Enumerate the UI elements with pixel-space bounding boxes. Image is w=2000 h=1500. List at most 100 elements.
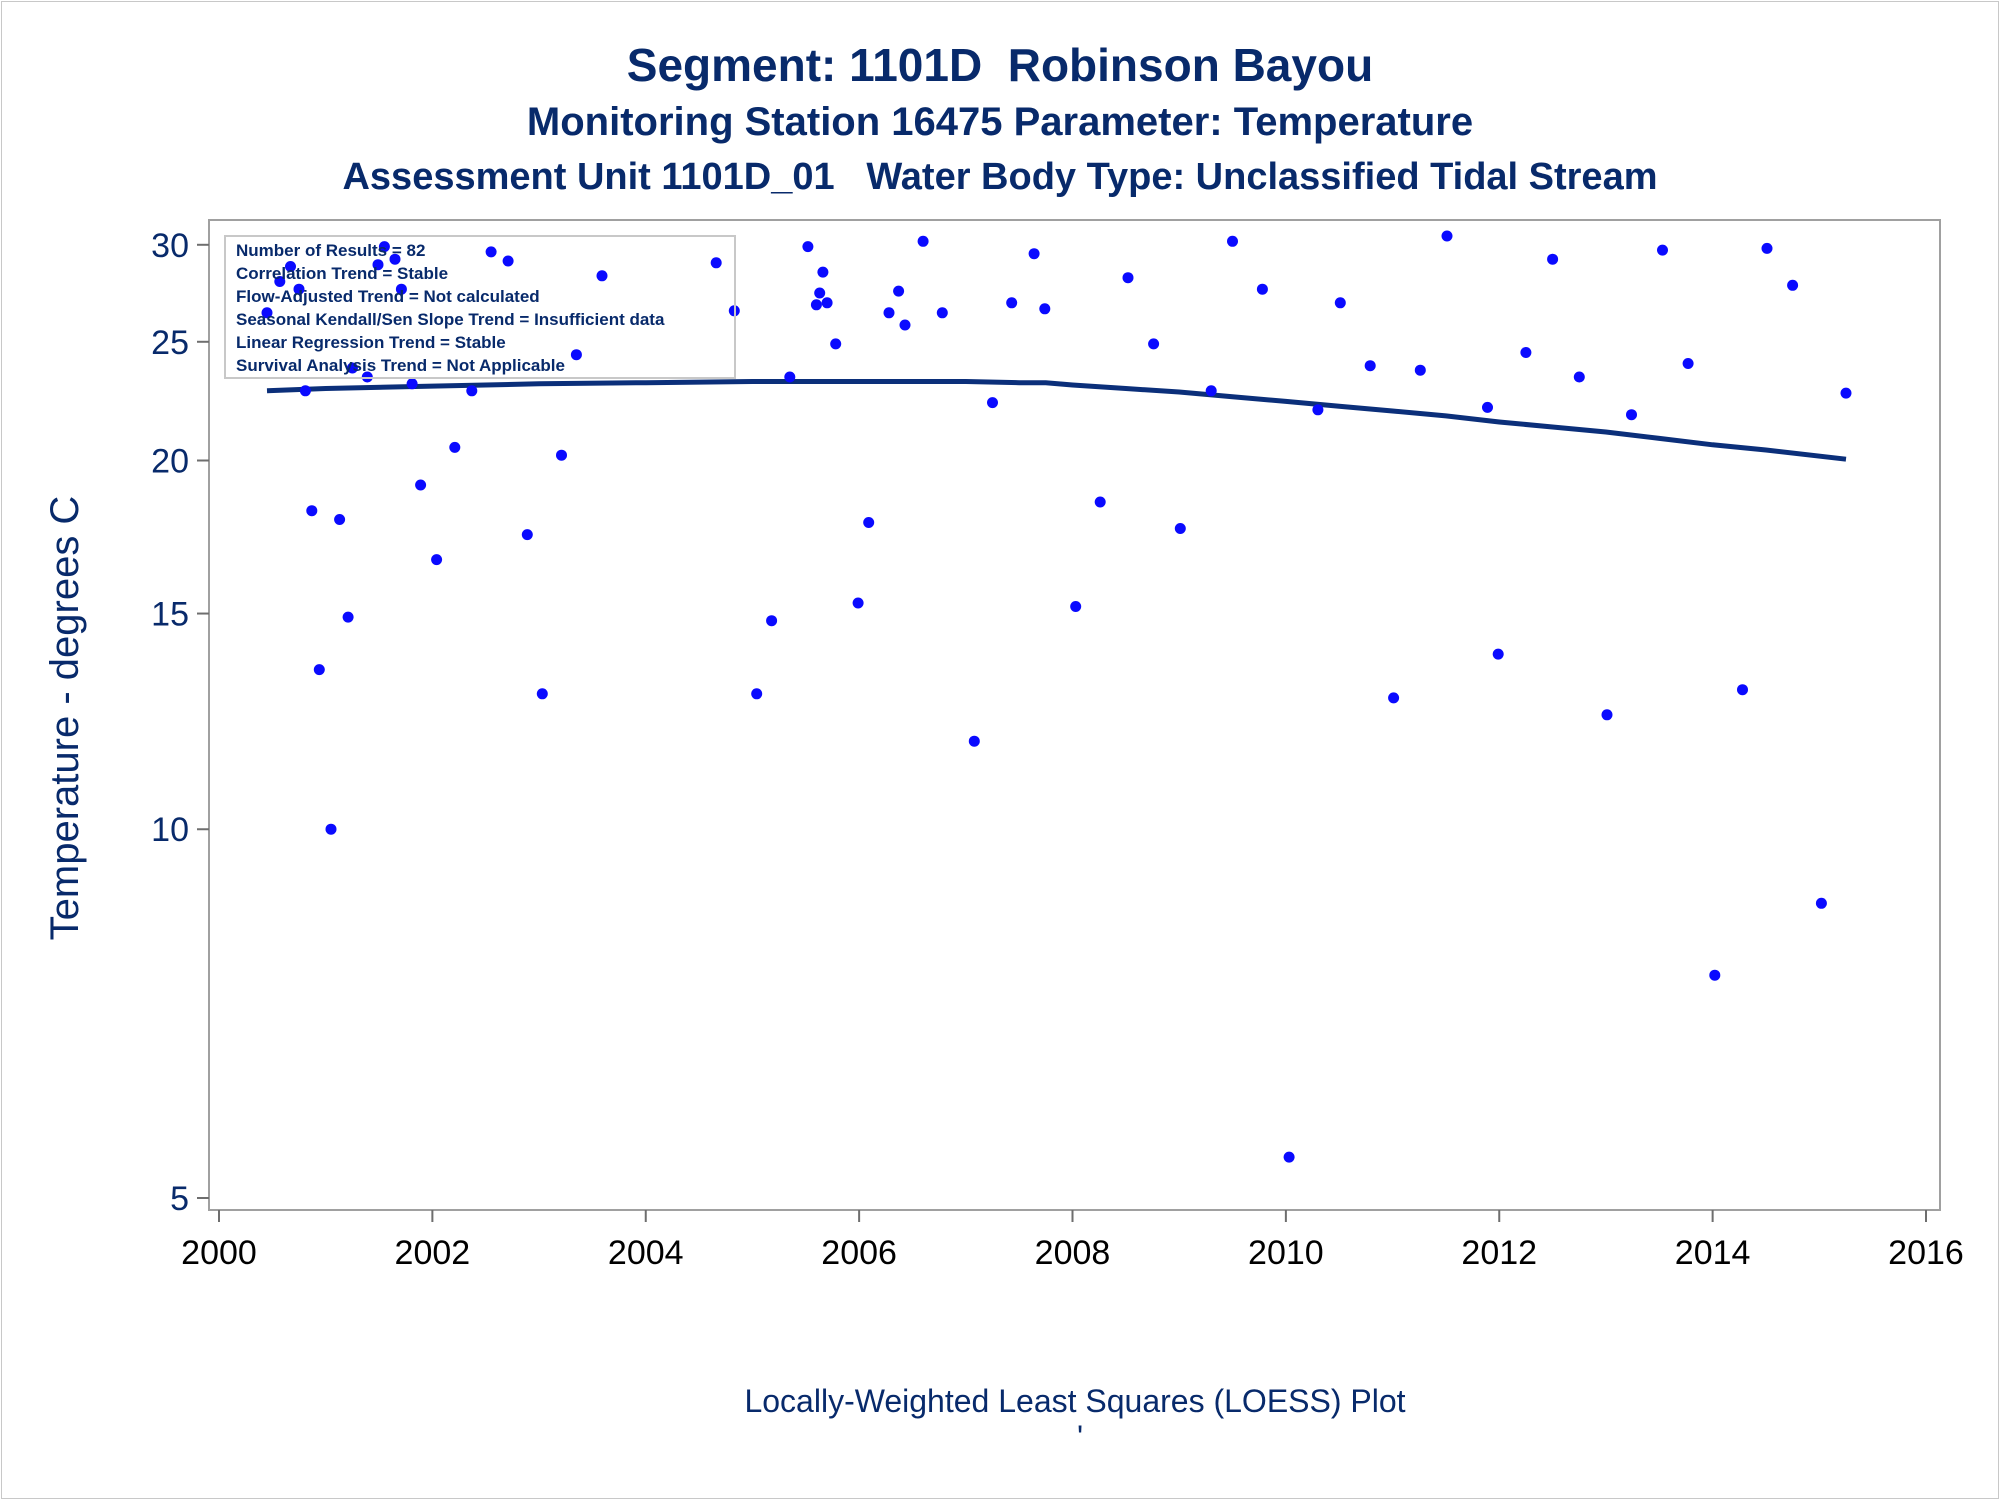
data-point-54 bbox=[1122, 272, 1134, 284]
data-point-7 bbox=[313, 664, 325, 676]
data-point-38 bbox=[821, 297, 833, 309]
y-tick-label-20: 20 bbox=[151, 442, 189, 480]
data-point-70 bbox=[1547, 253, 1559, 265]
data-point-52 bbox=[1070, 601, 1082, 612]
x-tick-label-2014: 2014 bbox=[1675, 1234, 1751, 1272]
stats-line-3: Flow-Adjusted Trend = Not calculated bbox=[236, 287, 540, 306]
data-point-37 bbox=[817, 266, 829, 278]
data-point-47 bbox=[968, 735, 980, 747]
data-point-79 bbox=[1787, 279, 1799, 291]
loess-trend-line bbox=[266, 379, 1847, 462]
data-point-59 bbox=[1256, 283, 1268, 295]
data-point-62 bbox=[1334, 297, 1346, 309]
stats-legend-box: Number of Results = 82 Correlation Trend … bbox=[224, 235, 736, 379]
stats-line-6: Survival Analysis Trend = Not Applicable bbox=[236, 356, 565, 375]
data-point-76 bbox=[1709, 969, 1721, 981]
data-point-13 bbox=[372, 259, 384, 271]
chart-title: Segment: 1101D Robinson Bayou bbox=[626, 39, 1374, 91]
y-axis: 5 10 15 20 25 30 bbox=[151, 227, 209, 1218]
footnote: Locally-Weighted Least Squares (LOESS) P… bbox=[744, 1383, 1405, 1419]
data-point-53 bbox=[1094, 496, 1106, 508]
data-point-8 bbox=[325, 823, 337, 835]
x-tick-label-2004: 2004 bbox=[608, 1234, 684, 1272]
data-point-32 bbox=[766, 615, 778, 627]
data-point-10 bbox=[342, 611, 354, 623]
data-point-35 bbox=[810, 299, 822, 311]
data-point-33 bbox=[784, 371, 796, 383]
data-point-4 bbox=[293, 283, 305, 295]
data-point-2 bbox=[274, 276, 286, 287]
data-point-3 bbox=[285, 261, 296, 272]
data-point-78 bbox=[1761, 242, 1773, 254]
x-tick-label-2012: 2012 bbox=[1461, 1234, 1537, 1272]
data-point-14 bbox=[378, 241, 390, 253]
data-point-21 bbox=[466, 385, 478, 397]
data-point-69 bbox=[1520, 347, 1532, 358]
data-point-15 bbox=[389, 253, 401, 265]
y-tick-label-25: 25 bbox=[151, 324, 189, 362]
x-tick-label-2010: 2010 bbox=[1248, 1234, 1324, 1272]
y-tick-label-15: 15 bbox=[151, 596, 189, 634]
data-point-72 bbox=[1601, 709, 1613, 721]
data-point-63 bbox=[1364, 360, 1376, 372]
data-point-44 bbox=[899, 319, 911, 331]
data-point-51 bbox=[1039, 303, 1051, 315]
data-point-46 bbox=[936, 307, 948, 319]
data-point-31 bbox=[751, 688, 763, 700]
data-point-58 bbox=[1227, 235, 1238, 247]
x-tick-label-2006: 2006 bbox=[821, 1234, 897, 1272]
data-point-5 bbox=[299, 385, 311, 397]
data-point-42 bbox=[883, 307, 895, 319]
data-point-36 bbox=[814, 287, 826, 299]
stats-box-border bbox=[224, 235, 736, 379]
data-point-9 bbox=[334, 514, 346, 525]
data-point-1 bbox=[261, 307, 273, 319]
data-point-75 bbox=[1682, 358, 1694, 369]
data-point-41 bbox=[863, 517, 875, 528]
data-point-27 bbox=[570, 349, 582, 361]
chart-subtitle-2: Assessment Unit 1101D_01 Water Body Type… bbox=[342, 156, 1658, 198]
data-point-6 bbox=[306, 505, 318, 517]
data-point-66 bbox=[1441, 230, 1453, 242]
chart-subtitle: Monitoring Station 16475 Parameter: Temp… bbox=[526, 100, 1474, 144]
stats-line-1: Number of Results = 82 bbox=[236, 241, 425, 260]
data-point-73 bbox=[1626, 409, 1637, 421]
data-point-11 bbox=[346, 362, 358, 374]
stats-line-4: Seasonal Kendall/Sen Slope Trend = Insuf… bbox=[236, 310, 665, 329]
data-point-56 bbox=[1174, 523, 1186, 534]
data-point-17 bbox=[406, 378, 418, 390]
data-point-67 bbox=[1482, 401, 1493, 413]
data-point-29 bbox=[710, 257, 722, 269]
x-tick-label-2002: 2002 bbox=[395, 1234, 471, 1272]
data-point-49 bbox=[1006, 297, 1018, 309]
data-point-64 bbox=[1388, 692, 1400, 704]
data-point-60 bbox=[1283, 1151, 1295, 1163]
data-point-77 bbox=[1737, 684, 1748, 696]
data-point-55 bbox=[1148, 338, 1160, 350]
data-point-50 bbox=[1028, 248, 1040, 260]
y-tick-label-5: 5 bbox=[170, 1180, 189, 1218]
x-tick-label-2016: 2016 bbox=[1888, 1234, 1964, 1272]
data-point-48 bbox=[987, 397, 998, 409]
data-point-74 bbox=[1657, 244, 1668, 256]
data-point-18 bbox=[415, 479, 427, 491]
x-axis: 2000 2002 2004 2006 2008 2010 2012 2014 2016 bbox=[181, 1210, 1964, 1272]
data-point-34 bbox=[802, 241, 814, 253]
stats-line-2: Correlation Trend = Stable bbox=[236, 264, 448, 283]
data-point-20 bbox=[449, 441, 461, 453]
data-point-26 bbox=[556, 449, 567, 461]
data-point-45 bbox=[917, 235, 929, 247]
data-point-81 bbox=[1840, 387, 1852, 399]
data-point-16 bbox=[395, 283, 407, 295]
data-point-61 bbox=[1312, 404, 1324, 416]
stats-line-5: Linear Regression Trend = Stable bbox=[236, 333, 506, 352]
y-axis-label: Temperature - degrees C bbox=[43, 496, 87, 941]
data-point-40 bbox=[852, 597, 864, 609]
data-point-71 bbox=[1573, 371, 1585, 383]
y-tick-label-10: 10 bbox=[151, 811, 189, 849]
data-point-28 bbox=[596, 270, 608, 282]
data-point-19 bbox=[431, 554, 443, 566]
data-point-65 bbox=[1414, 364, 1426, 376]
data-point-43 bbox=[893, 285, 905, 297]
